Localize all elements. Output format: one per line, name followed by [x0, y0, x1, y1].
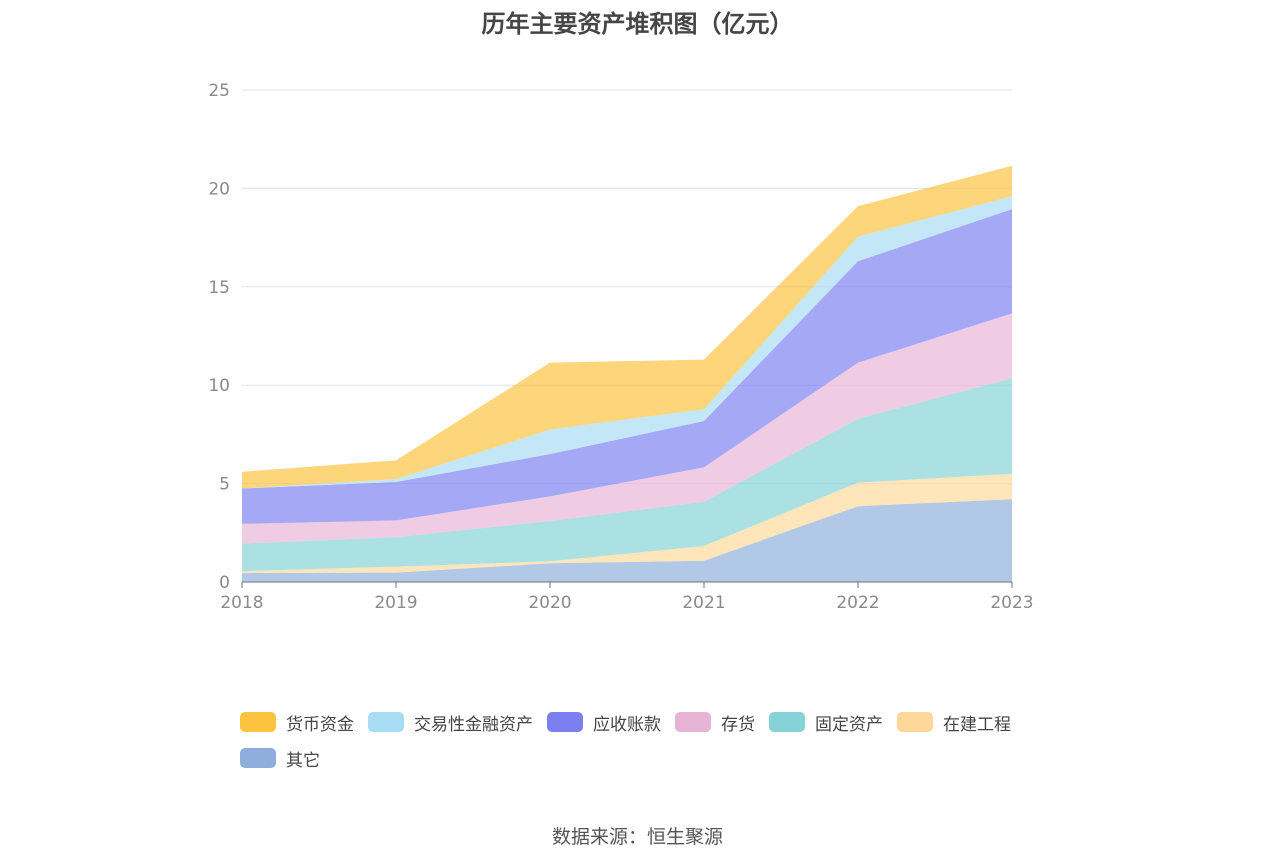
legend-item[interactable]: 存货: [675, 710, 755, 735]
legend-item[interactable]: 其它: [240, 746, 320, 771]
legend-label: 交易性金融资产: [414, 714, 533, 735]
legend-swatch: [547, 712, 583, 732]
y-tick-label: 10: [208, 376, 230, 396]
legend-swatch: [368, 712, 404, 732]
area-series: [242, 165, 1012, 489]
area-series: [242, 313, 1012, 544]
legend-label: 其它: [286, 750, 320, 771]
y-tick-label: 5: [219, 475, 230, 495]
y-tick-label: 25: [208, 81, 230, 101]
y-tick-label: 20: [208, 179, 230, 199]
y-tick-label: 0: [219, 573, 230, 593]
legend: 货币资金 交易性金融资产 应收账款 存货 固定资产 在建工程其它: [240, 710, 1060, 771]
legend-label: 固定资产: [815, 714, 883, 735]
legend-label: 货币资金: [286, 714, 354, 735]
source-text: 数据来源：恒生聚源: [551, 826, 723, 848]
y-tick-label: 15: [208, 278, 230, 298]
legend-label: 在建工程: [943, 714, 1011, 735]
legend-item[interactable]: 应收账款: [547, 710, 661, 735]
legend-label: 应收账款: [593, 714, 661, 735]
x-tick-label: 2023: [990, 593, 1033, 613]
area-series: [242, 196, 1012, 489]
x-tick-label: 2020: [528, 593, 571, 613]
legend-swatch: [769, 712, 805, 732]
x-tick-label: 2021: [682, 593, 725, 613]
area-series: [242, 473, 1012, 574]
area-series: [242, 499, 1012, 582]
legend-item[interactable]: 固定资产: [769, 710, 883, 735]
area-layer: [242, 165, 1012, 582]
chart-title: 历年主要资产堆积图（亿元）: [481, 10, 794, 38]
legend-swatch: [897, 712, 933, 732]
legend-swatch: [240, 748, 276, 768]
x-tick-label: 2018: [220, 593, 263, 613]
legend-swatch: [675, 712, 711, 732]
legend-item[interactable]: 交易性金融资产: [368, 710, 533, 735]
chart-plot: 0 5 10 15 20 25 2018 2019 2020 2021 2022 2023: [208, 81, 1033, 613]
legend-swatch: [240, 712, 276, 732]
legend-label: 存货: [721, 714, 755, 735]
area-series: [242, 209, 1012, 524]
legend-item[interactable]: 在建工程: [897, 710, 1011, 735]
x-tick-label: 2019: [374, 593, 417, 613]
x-tick-label: 2022: [836, 593, 879, 613]
area-series: [242, 378, 1012, 572]
legend-item[interactable]: 货币资金: [240, 710, 354, 735]
axis-layer: 0 5 10 15 20 25 2018 2019 2020 2021 2022 2023: [208, 81, 1033, 613]
